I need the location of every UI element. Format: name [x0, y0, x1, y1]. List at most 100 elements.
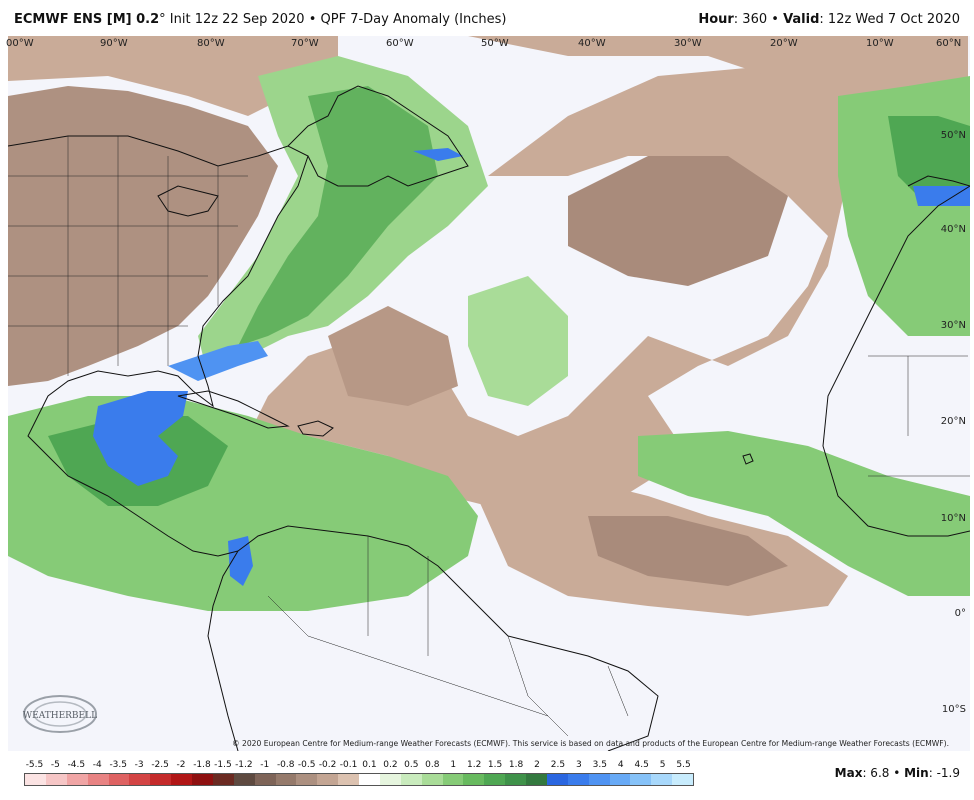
legend-label: 5: [659, 760, 666, 770]
coastline-north-america: [8, 135, 309, 557]
legend-swatch: [192, 774, 213, 785]
legend-swatch: [546, 774, 568, 785]
legend-label: -2.5: [151, 760, 169, 770]
legend-swatch: [672, 774, 693, 785]
color-legend: -5.5 -5 -4.5 -4 -3.5 -3 -2.5 -2 -1.8 -1.5 -1.2 -1 -0…: [24, 760, 694, 790]
coastline-great-lakes: [157, 185, 219, 217]
hour-value: : 360 •: [733, 12, 784, 27]
legend-swatch: [254, 774, 276, 785]
max-value: : 6.8 •: [862, 766, 905, 780]
anomaly-map: [8, 36, 970, 751]
lon-label-100w: 00°W: [6, 38, 34, 49]
lon-label-30w: 30°W: [674, 38, 702, 49]
lat-label-40n: 40°N: [940, 224, 966, 235]
legend-label: -4: [92, 760, 102, 770]
wet-anomaly-africa-west: [638, 431, 970, 596]
lon-label-90w: 90°W: [100, 38, 128, 49]
heavy-rain-iberia: [913, 186, 970, 206]
dry-anomaly-tropics-core: [588, 516, 788, 586]
lat-label-50n: 50°N: [940, 130, 966, 141]
model-name: ECMWF ENS [M] 0.2: [14, 12, 160, 27]
min-label: Min: [904, 766, 929, 780]
hour-label: Hour: [698, 12, 734, 27]
legend-swatch: [66, 774, 88, 785]
legend-label: -1.8: [193, 760, 211, 770]
legend-swatch: [317, 774, 339, 785]
legend-labels: -5.5 -5 -4.5 -4 -3.5 -3 -2.5 -2 -1.8 -1.5 -1.2 -1 -0…: [24, 760, 694, 772]
legend-swatch: [129, 774, 151, 785]
legend-label: 1.8: [508, 760, 524, 770]
legend-swatch: [25, 774, 46, 785]
lat-label-20n: 20°N: [940, 416, 966, 427]
copyright-notice: © 2020 European Centre for Medium-range …: [232, 739, 949, 748]
legend-label: 1.2: [466, 760, 482, 770]
legend-label: 5.5: [676, 760, 691, 770]
legend-label: 3.5: [592, 760, 607, 770]
legend-label: -0.8: [276, 760, 295, 770]
no-data-south-america: [228, 611, 970, 751]
legend-label: 4.5: [634, 760, 649, 770]
wet-anomaly-central-atlantic: [468, 276, 568, 406]
lon-label-80w: 80°W: [197, 38, 225, 49]
legend-label: -3: [134, 760, 144, 770]
legend-swatch: [400, 774, 422, 785]
coastline-hispaniola: [297, 420, 334, 437]
legend-swatch: [359, 774, 380, 785]
legend-label: 1: [450, 760, 457, 770]
coastline-iberia: [907, 175, 970, 187]
min-value: : -1.9: [928, 766, 960, 780]
legend-swatch: [567, 774, 589, 785]
legend-swatch: [275, 774, 297, 785]
legend-swatch: [150, 774, 172, 785]
legend-label: -0.5: [297, 760, 316, 770]
legend-swatch: [212, 774, 234, 785]
init-text: Init 12z 22 Sep 2020 • QPF 7-Day Anomaly…: [165, 12, 507, 27]
legend-label: 1.5: [487, 760, 503, 770]
legend-label: -0.2: [318, 760, 337, 770]
heavy-rain-panama: [228, 536, 253, 586]
legend-swatch: [588, 774, 610, 785]
no-data-region: [8, 611, 228, 751]
legend-swatch: [379, 774, 401, 785]
legend-swatch: [296, 774, 318, 785]
logo-swirl-icon: WEATHERBELL: [23, 695, 97, 733]
legend-label: -5.5: [25, 760, 44, 770]
lon-label-50w: 50°W: [481, 38, 509, 49]
legend-label: -5: [50, 760, 60, 770]
legend-colorbar: [24, 773, 694, 786]
map-area: [8, 36, 970, 751]
legend-label: 0.2: [383, 760, 398, 770]
legend-swatch: [630, 774, 652, 785]
legend-label: 3: [575, 760, 582, 770]
legend-swatch: [421, 774, 443, 785]
legend-swatch: [171, 774, 192, 785]
coastlines: [8, 85, 970, 751]
max-label: Max: [834, 766, 863, 780]
lon-label-20w: 20°W: [770, 38, 798, 49]
legend-swatch: [526, 774, 547, 785]
lat-label-60n: 60°N: [936, 38, 962, 49]
borders: [8, 136, 970, 737]
legend-swatch: [651, 774, 673, 785]
valid-label: Valid: [783, 12, 820, 27]
legend-label: -2: [176, 760, 186, 770]
lat-label-equator: 0°: [954, 608, 966, 619]
legend-label: -1: [260, 760, 270, 770]
legend-swatch: [484, 774, 506, 785]
coastline-canada: [287, 85, 469, 187]
heavy-rain-newfoundland: [413, 148, 463, 161]
weatherbell-logo: WEATHERBELL: [20, 690, 112, 738]
lon-label-70w: 70°W: [291, 38, 319, 49]
coastline-cape-verde: [742, 453, 754, 465]
header: ECMWF ENS [M] 0.2° Init 12z 22 Sep 2020 …: [0, 0, 974, 34]
dry-anomaly-subtropics: [328, 306, 458, 406]
lat-label-30n: 30°N: [940, 320, 966, 331]
legend-swatch: [609, 774, 631, 785]
coastline-cuba: [177, 390, 290, 429]
valid-value: : 12z Wed 7 Oct 2020: [819, 12, 960, 27]
legend-swatch: [442, 774, 464, 785]
legend-swatch: [233, 774, 255, 785]
coastline-south-america: [237, 525, 659, 751]
legend-label: -0.1: [339, 760, 358, 770]
heavy-rain-florida: [168, 341, 268, 381]
